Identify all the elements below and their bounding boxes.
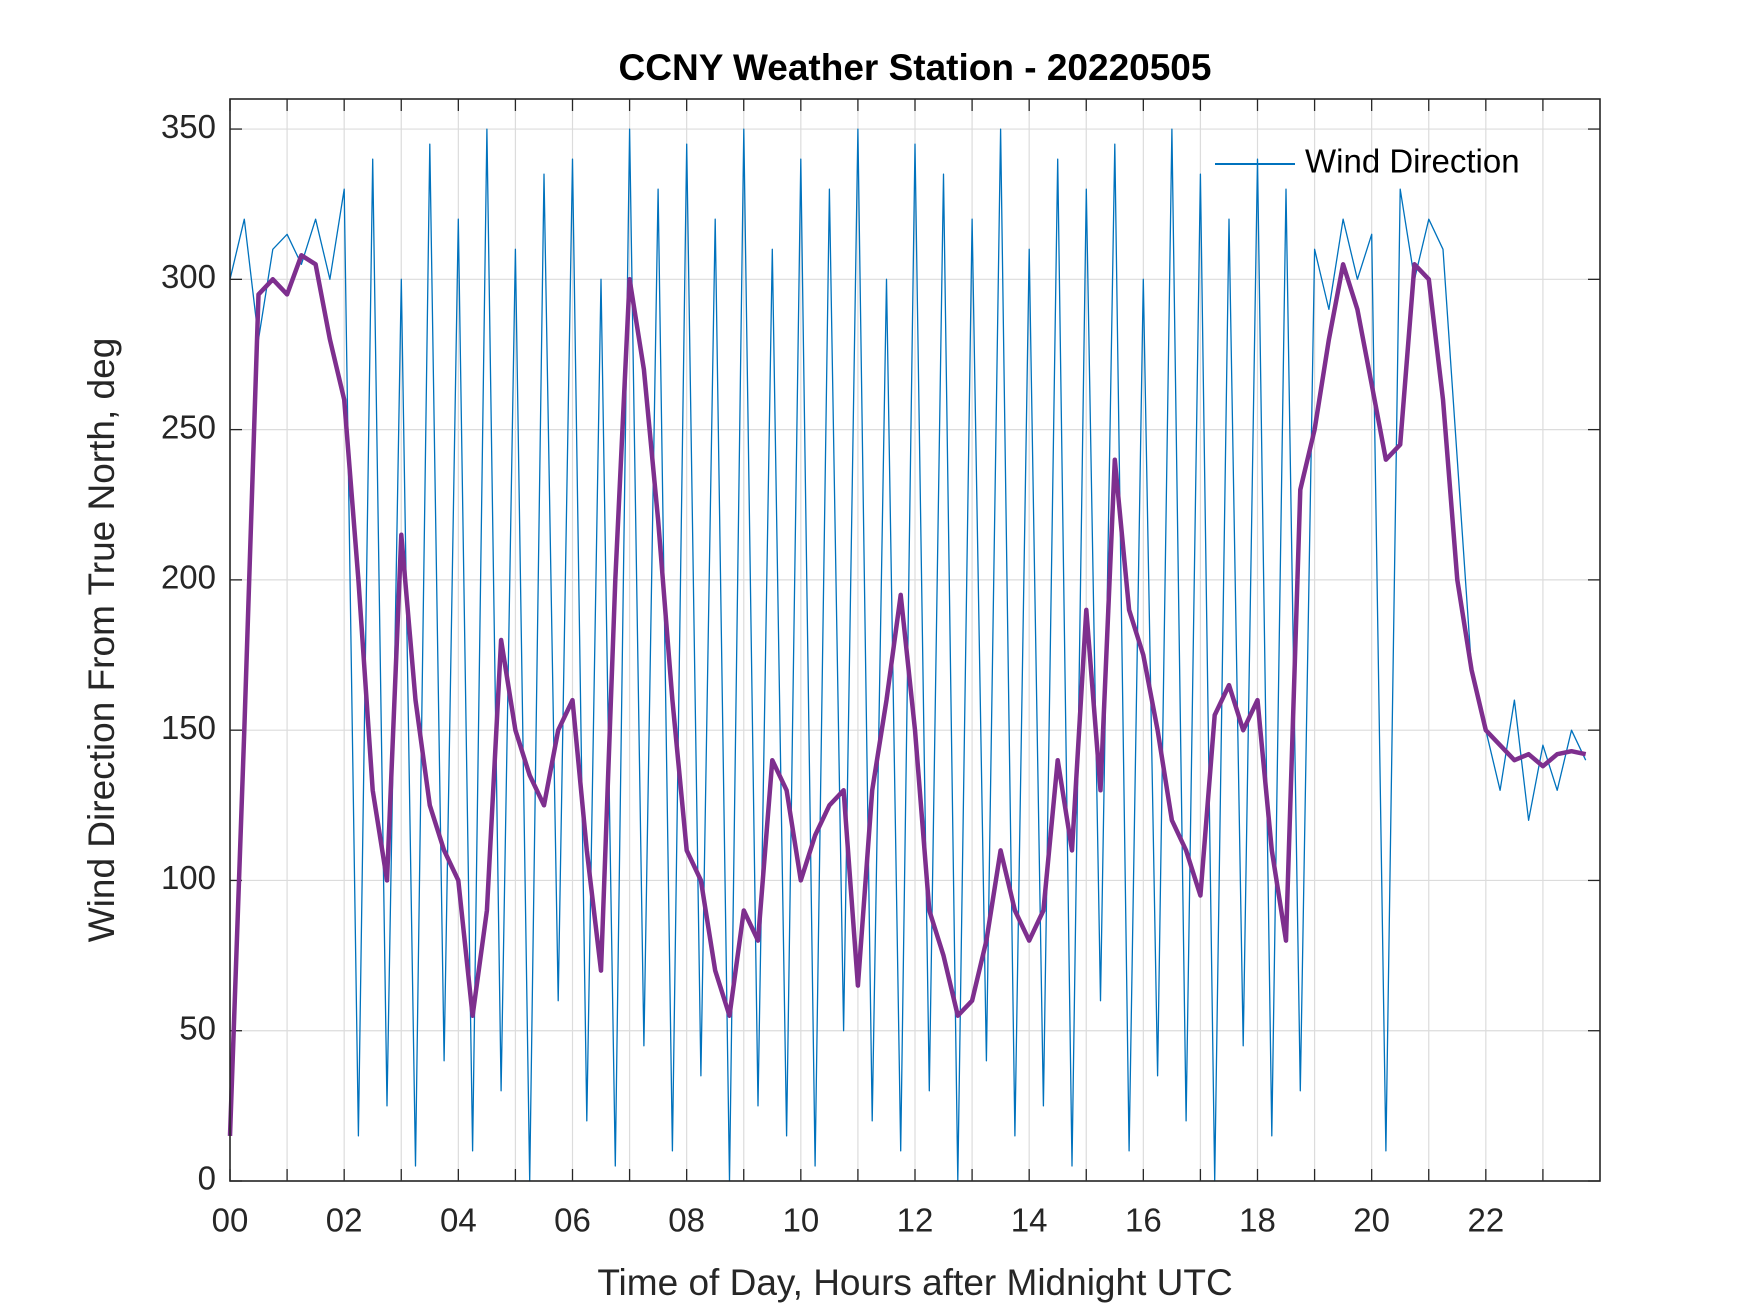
- x-tick-label: 20: [1353, 1202, 1390, 1239]
- x-tick-label: 12: [897, 1202, 934, 1239]
- axes-box: [229, 98, 1601, 1182]
- y-tick-label: 50: [179, 1009, 216, 1046]
- x-tick-label: 14: [1011, 1202, 1048, 1239]
- chart-title: CCNY Weather Station - 20220505: [619, 47, 1212, 88]
- x-tick-label: 00: [212, 1202, 249, 1239]
- x-tick-label: 08: [668, 1202, 705, 1239]
- x-tick-label: 10: [782, 1202, 819, 1239]
- y-tick-label: 300: [161, 258, 216, 295]
- x-tick-label: 06: [554, 1202, 591, 1239]
- y-tick-label: 200: [161, 559, 216, 596]
- x-tick-label: 04: [440, 1202, 477, 1239]
- x-tick-label: 02: [326, 1202, 363, 1239]
- data-line: [227, 253, 1587, 1136]
- x-tick-label: 16: [1125, 1202, 1162, 1239]
- x-tick-label: 22: [1467, 1202, 1504, 1239]
- legend-label: Wind Direction: [1305, 143, 1520, 180]
- y-tick-label: 350: [161, 108, 216, 145]
- y-tick-label: 0: [198, 1160, 216, 1197]
- y-axis-label: Wind Direction From True North, deg: [81, 338, 122, 943]
- y-tick-label: 150: [161, 709, 216, 746]
- y-tick-label: 250: [161, 408, 216, 445]
- y-tick-label: 100: [161, 859, 216, 896]
- x-axis-label: Time of Day, Hours after Midnight UTC: [597, 1262, 1232, 1303]
- x-tick-label: 18: [1239, 1202, 1276, 1239]
